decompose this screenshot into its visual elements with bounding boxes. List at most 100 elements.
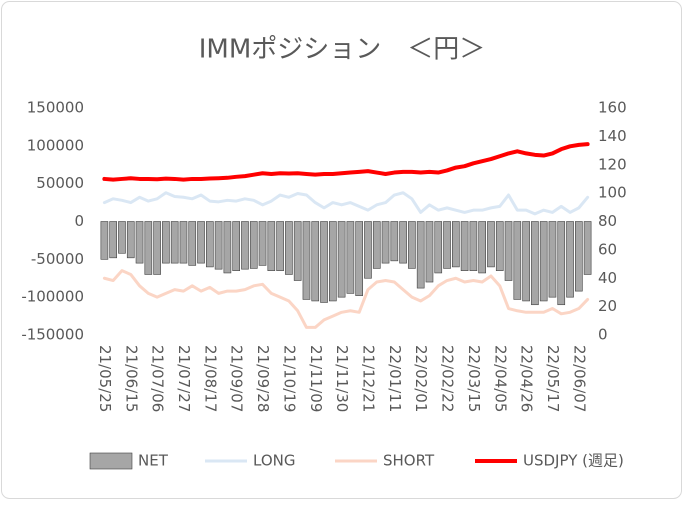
- y2-tick-label: 80: [598, 212, 617, 230]
- bar: [416, 221, 425, 289]
- x-tick-label: 21/09/07: [228, 345, 246, 412]
- bar: [197, 221, 205, 264]
- legend-label: SHORT: [383, 452, 435, 470]
- bar: [144, 221, 153, 275]
- x-tick-label: 22/06/07: [570, 345, 588, 412]
- y-tick-label: 100000: [27, 136, 84, 154]
- legend-swatch: [89, 452, 133, 470]
- bar: [583, 221, 592, 275]
- bar: [100, 221, 109, 260]
- bar: [135, 221, 144, 264]
- y-tick-label: 150000: [27, 99, 84, 117]
- x-tick-label: 22/04/26: [518, 345, 536, 412]
- bar: [320, 221, 328, 303]
- x-tick-label: 21/06/15: [122, 345, 140, 412]
- bar: [293, 221, 302, 281]
- x-tick-label: 21/09/28: [254, 345, 272, 412]
- bar: [425, 221, 434, 283]
- line-series: [102, 269, 590, 329]
- x-tick-label: 21/12/21: [359, 345, 377, 412]
- bar: [372, 221, 381, 269]
- y2-tick-label: 0: [598, 326, 608, 344]
- legend-label: LONG: [253, 452, 295, 470]
- legend-label: USDJPY (週足): [523, 452, 624, 470]
- bar: [179, 221, 188, 264]
- bar: [302, 221, 311, 300]
- x-tick-label: 21/11/30: [333, 345, 351, 412]
- x-tick-label: 21/07/27: [175, 345, 193, 412]
- x-tick-label: 22/01/11: [386, 345, 404, 412]
- bar: [258, 221, 267, 266]
- bar: [346, 221, 355, 294]
- bar: [249, 221, 258, 269]
- bar: [311, 221, 320, 302]
- legend-label: NET: [138, 452, 169, 470]
- bar: [214, 221, 223, 270]
- bar: [408, 221, 416, 269]
- x-tick-label: 21/11/09: [307, 345, 325, 412]
- y-tick-label: -50000: [31, 250, 84, 268]
- bar: [548, 221, 557, 298]
- bar: [390, 221, 399, 262]
- bar: [434, 221, 443, 274]
- bar: [355, 221, 363, 296]
- x-tick-label: 22/03/15: [465, 345, 483, 412]
- x-tick-label: 21/05/25: [96, 345, 114, 412]
- y-tick-label: 50000: [36, 174, 84, 192]
- y2-tick-label: 140: [598, 127, 627, 145]
- y2-tick-label: 40: [598, 269, 617, 287]
- bar: [188, 221, 197, 266]
- bar: [285, 221, 293, 275]
- bar: [513, 221, 522, 300]
- bar: [460, 221, 469, 271]
- bar: [566, 221, 574, 298]
- x-tick-label: 21/08/17: [201, 345, 219, 412]
- y2-tick-label: 20: [598, 297, 617, 315]
- bar: [522, 221, 530, 302]
- bar: [575, 221, 583, 292]
- y2-tick-label: 160: [598, 99, 627, 117]
- x-tick-label: 22/02/01: [412, 345, 430, 412]
- y-tick-label: -150000: [21, 326, 84, 344]
- y2-tick-label: 120: [598, 155, 627, 173]
- bar: [267, 221, 276, 271]
- y-tick-label: -100000: [21, 288, 84, 306]
- bar: [443, 221, 451, 269]
- y2-tick-label: 100: [598, 184, 627, 202]
- bar: [399, 221, 407, 264]
- chart-title: IMMポジション ＜円＞: [199, 35, 486, 65]
- y-tick-label: 0: [74, 212, 84, 230]
- bar: [153, 221, 161, 275]
- bar: [452, 221, 460, 268]
- bar: [487, 221, 495, 268]
- bar: [118, 221, 126, 254]
- bar: [109, 221, 117, 259]
- bar: [337, 221, 346, 298]
- bar: [170, 221, 179, 264]
- bar: [162, 221, 170, 264]
- bar: [329, 221, 337, 302]
- bar: [276, 221, 284, 271]
- bar: [469, 221, 478, 271]
- bar: [364, 221, 372, 279]
- bar: [381, 221, 390, 264]
- bar: [223, 221, 232, 274]
- line-series: [102, 142, 590, 182]
- y2-tick-label: 60: [598, 240, 617, 258]
- x-tick-label: 21/07/06: [149, 345, 167, 412]
- bar: [126, 221, 135, 259]
- x-tick-label: 21/10/19: [280, 345, 298, 412]
- bar: [495, 221, 504, 271]
- bar: [241, 221, 249, 270]
- bar: [539, 221, 548, 302]
- bar: [206, 221, 214, 268]
- bar: [478, 221, 486, 274]
- line-series: [102, 191, 590, 216]
- x-tick-label: 22/02/22: [439, 345, 457, 412]
- bar: [531, 221, 539, 306]
- bar: [504, 221, 513, 281]
- bar: [557, 221, 566, 306]
- x-tick-label: 22/05/17: [544, 345, 562, 412]
- bar: [232, 221, 240, 271]
